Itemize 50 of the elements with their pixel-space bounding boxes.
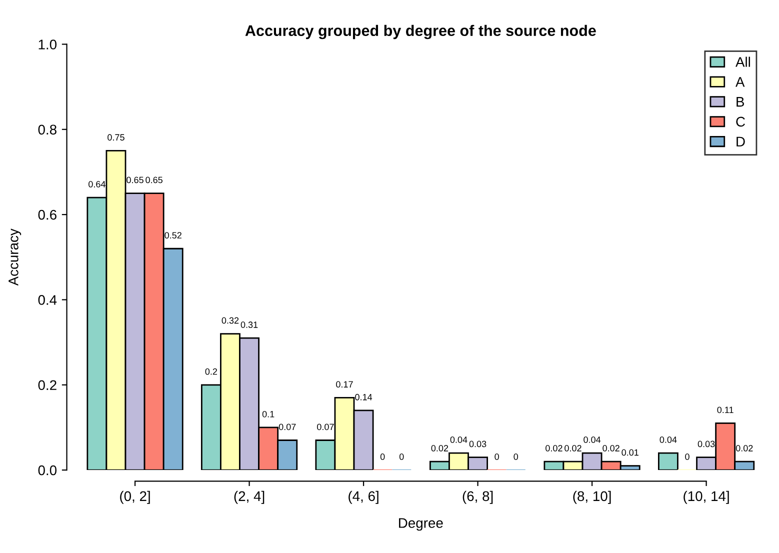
y-axis-title: Accuracy xyxy=(8,228,22,286)
data-label: 0.31 xyxy=(240,322,258,328)
data-label: 0.65 xyxy=(146,176,162,184)
data-label: 0.04 xyxy=(450,436,468,443)
data-label: 0 xyxy=(514,454,518,460)
data-label: 0 xyxy=(685,454,690,460)
data-label: 0.14 xyxy=(355,394,372,400)
legend-label: A xyxy=(736,77,745,87)
x-tick-label: (4, 6] xyxy=(348,490,378,504)
x-tick-label: (0, 2] xyxy=(120,490,150,504)
chart-title: Accuracy grouped by degree of the source node xyxy=(245,24,596,40)
legend-label: D xyxy=(736,136,745,146)
x-tick-label: (6, 8] xyxy=(462,490,493,504)
y-tick-label: 0.4 xyxy=(38,295,57,305)
data-label: 0.03 xyxy=(698,440,715,448)
data-label: 0.02 xyxy=(736,445,753,452)
data-label: 0.02 xyxy=(431,445,448,452)
data-label: 0.02 xyxy=(602,445,620,452)
data-label: 0.07 xyxy=(317,424,334,430)
data-label: 0.02 xyxy=(564,445,582,452)
x-tick-label: (10, 14] xyxy=(684,490,729,504)
data-label: 0.04 xyxy=(660,436,677,443)
x-tick-label: (8, 10] xyxy=(573,490,611,504)
x-tick-label: (2, 4] xyxy=(234,490,264,504)
data-label: 0.75 xyxy=(108,134,124,141)
y-tick-label: 0.2 xyxy=(38,380,56,390)
data-label: 0.07 xyxy=(278,424,296,430)
data-label: 0 xyxy=(380,454,385,460)
data-label: 0 xyxy=(494,454,499,460)
data-label: 0.32 xyxy=(222,317,239,324)
data-label: 0.65 xyxy=(126,176,144,184)
data-label: 0.1 xyxy=(262,410,274,418)
y-tick-label: 0.8 xyxy=(38,124,56,135)
x-axis-title: Degree xyxy=(399,518,443,531)
data-label: 0.04 xyxy=(584,436,601,443)
data-label: 0.2 xyxy=(205,368,218,375)
data-label: 0.01 xyxy=(622,449,638,456)
legend-label: C xyxy=(736,116,745,127)
data-label: 0.17 xyxy=(336,381,353,388)
legend-label: B xyxy=(736,97,744,107)
legend-label: All xyxy=(736,56,750,67)
data-label: 0.11 xyxy=(717,406,734,414)
y-tick-label: 0.6 xyxy=(38,210,56,220)
data-label: 0 xyxy=(399,454,404,460)
data-label: 0.52 xyxy=(164,232,182,239)
data-label: 0.64 xyxy=(88,181,106,188)
data-label: 0.02 xyxy=(546,445,562,452)
y-tick-label: 0.0 xyxy=(38,465,57,476)
data-label: 0.03 xyxy=(469,440,486,448)
y-tick-label: 1.0 xyxy=(38,40,57,50)
